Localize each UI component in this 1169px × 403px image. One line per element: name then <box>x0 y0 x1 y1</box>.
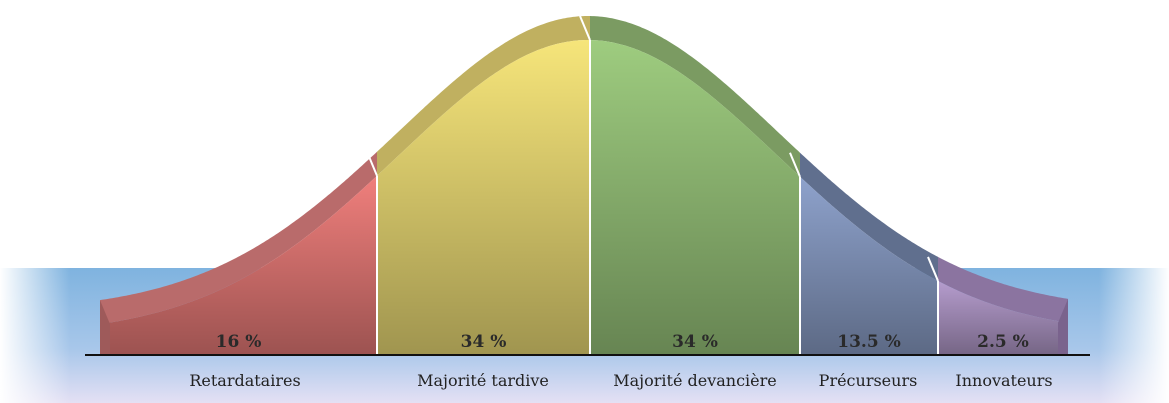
bell-curve <box>100 15 1068 355</box>
segment-top-band <box>938 256 1068 323</box>
segment-top-band <box>100 151 377 325</box>
segment-shade <box>590 40 800 355</box>
segment-percent: 34 % <box>461 332 507 352</box>
segment-divider-top <box>927 256 939 282</box>
labels: 16 % 34 % 34 % 13.5 % 2.5 % Retardataires Majo… <box>189 332 1052 390</box>
left-cap <box>100 300 110 355</box>
segment-name: Majorité devancière <box>613 371 777 390</box>
segment-shade <box>377 40 590 355</box>
segment-divider-top <box>366 151 378 177</box>
segment-divider-top <box>789 152 801 178</box>
segment-shade <box>800 176 938 355</box>
segment-top-band <box>590 16 800 177</box>
segment-percent: 34 % <box>672 332 718 352</box>
segment-name: Majorité tardive <box>417 371 549 390</box>
segment-divider-top <box>579 15 591 41</box>
segment-percent: 16 % <box>216 332 262 352</box>
segment-shade <box>938 280 1068 355</box>
segment-name: Innovateurs <box>955 371 1052 390</box>
segment-name: Retardataires <box>189 371 300 390</box>
segment-top-band <box>377 16 590 176</box>
segment-shade <box>100 175 377 355</box>
segment-percent: 13.5 % <box>837 332 900 352</box>
right-cap <box>1058 298 1068 355</box>
segment-top-band <box>800 152 938 281</box>
segment-percent: 2.5 % <box>977 332 1029 352</box>
segment-name: Précurseurs <box>819 371 918 390</box>
